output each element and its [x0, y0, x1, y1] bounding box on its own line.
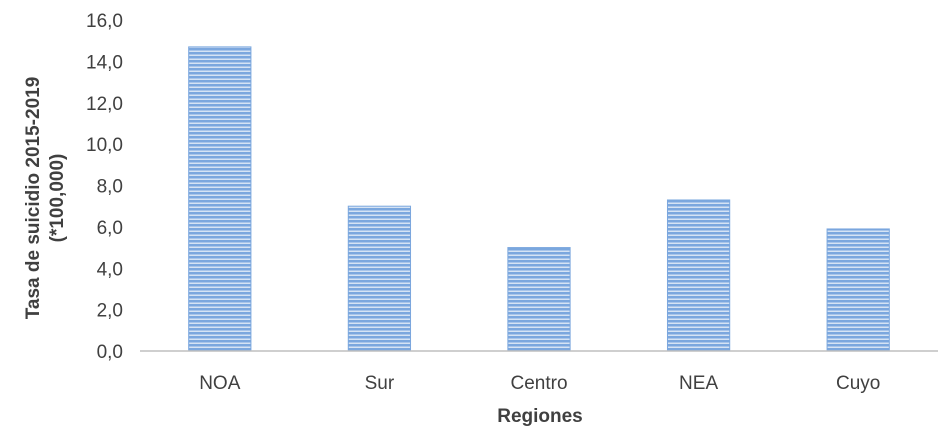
- y-tick-label: 0,0: [97, 342, 123, 363]
- x-category-label: Cuyo: [836, 373, 880, 394]
- y-axis-ticks: 0,0 2,0 4,0 6,0 8,0 10,0 12,0 14,0 16,0: [86, 11, 123, 363]
- bar-cuyo: [826, 228, 890, 352]
- x-category-label: NEA: [679, 373, 718, 394]
- y-tick-label: 10,0: [86, 135, 123, 156]
- y-axis-title-group: Tasa de suicidio 2015-2019 (*100,000): [23, 77, 68, 320]
- x-category-label: Sur: [365, 373, 395, 394]
- y-tick-label: 2,0: [97, 301, 123, 322]
- y-axis-title-line1: Tasa de suicidio 2015-2019: [23, 77, 44, 320]
- y-tick-label: 12,0: [86, 94, 123, 115]
- y-tick-label: 14,0: [86, 52, 123, 73]
- y-tick-label: 4,0: [97, 259, 123, 280]
- y-tick-label: 8,0: [97, 177, 123, 198]
- x-category-label: NOA: [199, 373, 241, 394]
- bars-group: [188, 46, 890, 352]
- bar-centro: [507, 247, 571, 352]
- y-tick-label: 16,0: [86, 11, 123, 32]
- y-axis-title-line2: (*100,000): [47, 154, 68, 243]
- bar-noa: [188, 46, 252, 352]
- x-category-label: Centro: [510, 373, 567, 394]
- bar-nea: [666, 199, 731, 352]
- y-tick-label: 6,0: [97, 218, 123, 239]
- bar-sur: [347, 205, 412, 352]
- x-axis-title: Regiones: [497, 406, 583, 427]
- x-axis-categories: NOA Sur Centro NEA Cuyo: [199, 373, 880, 394]
